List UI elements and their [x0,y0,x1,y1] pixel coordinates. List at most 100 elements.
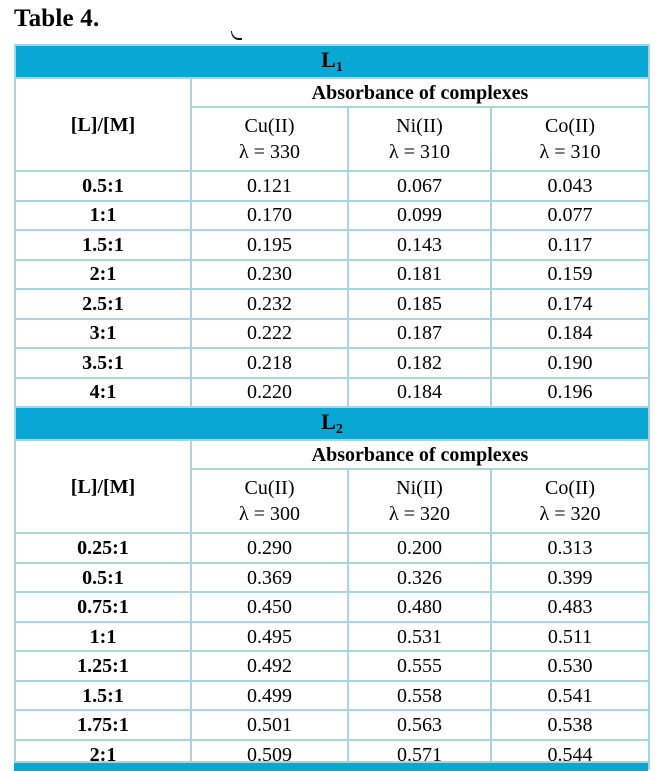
ratio-cell: 0.5:1 [14,561,192,594]
absorbance-value-cell: 0.541 [490,679,650,712]
table-row: 1.5:1 0.195 0.143 0.117 [14,229,650,261]
ratio-cell: 1.5:1 [14,229,192,261]
absorbance-value-cell: 0.222 [190,317,349,350]
wavelength-label: λ = 320 [389,503,450,526]
absorbance-value-cell: 0.170 [190,199,349,232]
absorbance-value-cell: 0.174 [490,288,650,320]
absorbance-table-body: L1 [L]/[M] Absorbance of complexes Cu(II) λ … [14,43,650,771]
group-header-cell: Absorbance of complexes [190,439,650,471]
metal-name: Co(II) [545,477,595,500]
absorbance-value-cell: 0.483 [490,591,650,623]
table-row: 0.75:1 0.450 0.480 0.483 [14,591,650,623]
table-caption: Table 4. [14,5,100,32]
ligand-subscript: 1 [335,60,343,75]
absorbance-value-cell: 0.563 [347,709,492,741]
ligand-subscript: 2 [335,422,343,438]
absorbance-value-cell: 0.369 [190,561,349,594]
absorbance-value-cell: 0.399 [490,561,650,594]
absorbance-value-cell: 0.143 [347,229,492,261]
absorbance-value-cell: 0.538 [490,709,650,741]
cutoff-text-artifact [231,31,242,40]
section-band-row: L2 [14,406,650,442]
section-band-cell: L2 [14,406,650,442]
absorbance-value-cell: 0.220 [190,376,349,409]
absorbance-value-cell: 0.159 [490,258,650,291]
absorbance-value-cell: 0.558 [347,679,492,712]
metal-name: Cu(II) [244,477,295,500]
ratio-cell: 0.75:1 [14,591,192,623]
table-row: 3:1 0.222 0.187 0.184 [14,317,650,350]
metal-name: Cu(II) [244,115,295,138]
absorbance-value-cell: 0.530 [490,650,650,682]
ratio-cell: 2.5:1 [14,288,192,320]
absorbance-value-cell: 0.555 [347,650,492,682]
absorbance-value-cell: 0.230 [190,258,349,291]
absorbance-value-cell: 0.185 [347,288,492,320]
absorbance-value-cell: 0.181 [347,258,492,291]
metal-name: Co(II) [545,115,595,138]
metal-header-cell: Ni(II) λ = 320 [347,468,492,535]
wavelength-label: λ = 320 [539,503,601,526]
ligand-label: L [321,409,336,435]
section-band-cell: L1 [14,43,650,80]
wavelength-label: λ = 310 [389,141,450,164]
group-header-cell: Absorbance of complexes [190,77,650,109]
wavelength-label: λ = 300 [239,503,300,526]
ratio-cell: 1.5:1 [14,679,192,712]
ratio-cell: 0.25:1 [14,532,192,564]
absorbance-value-cell: 0.184 [347,376,492,409]
ratio-cell: 1:1 [14,620,192,653]
next-section-band-partial [14,761,648,771]
absorbance-value-cell: 0.067 [347,170,492,202]
absorbance-value-cell: 0.117 [490,229,650,261]
section-band-row: L1 [14,43,650,80]
absorbance-value-cell: 0.313 [490,532,650,564]
absorbance-value-cell: 0.499 [190,679,349,712]
absorbance-value-cell: 0.182 [347,347,492,379]
table-row: 4:1 0.220 0.184 0.196 [14,376,650,409]
absorbance-value-cell: 0.511 [490,620,650,653]
ratio-cell: 3:1 [14,317,192,350]
metal-name: Ni(II) [396,115,443,138]
table-row: 0.5:1 0.369 0.326 0.399 [14,561,650,594]
absorbance-value-cell: 0.184 [490,317,650,350]
absorbance-value-cell: 0.492 [190,650,349,682]
ligand-label: L [321,47,336,72]
metal-header-cell: Co(II) λ = 310 [490,106,650,173]
absorbance-value-cell: 0.326 [347,561,492,594]
absorbance-value-cell: 0.077 [490,199,650,232]
absorbance-value-cell: 0.501 [190,709,349,741]
ratio-cell: 4:1 [14,376,192,409]
absorbance-value-cell: 0.480 [347,591,492,623]
table-row: 0.25:1 0.290 0.200 0.313 [14,532,650,564]
ratio-header-cell: [L]/[M] [14,439,192,535]
table-row: 1.25:1 0.492 0.555 0.530 [14,650,650,682]
group-header-row: [L]/[M] Absorbance of complexes [14,439,650,535]
absorbance-value-cell: 0.099 [347,199,492,232]
absorbance-value-cell: 0.043 [490,170,650,202]
ratio-cell: 1:1 [14,199,192,232]
metal-header-cell: Cu(II) λ = 300 [190,468,349,535]
ratio-cell: 3.5:1 [14,347,192,379]
wavelength-label: λ = 310 [539,141,601,164]
absorbance-value-cell: 0.531 [347,620,492,653]
metal-header-cell: Ni(II) λ = 310 [347,106,492,173]
metal-header-row: Cu(II) λ = 330 Ni(II) λ = 310 Co(II) λ = 310 [15,106,650,173]
absorbance-value-cell: 0.196 [490,376,650,409]
table-row: 1:1 0.170 0.099 0.077 [14,199,650,232]
absorbance-value-cell: 0.290 [190,532,349,564]
table-row: 3.5:1 0.218 0.182 0.190 [14,347,650,379]
ratio-cell: 1.75:1 [14,709,192,741]
metal-header-cell: Co(II) λ = 320 [490,468,650,535]
absorbance-value-cell: 0.450 [190,591,349,623]
absorbance-value-cell: 0.190 [490,347,650,379]
group-header-row: [L]/[M] Absorbance of complexes [14,77,650,173]
absorbance-value-cell: 0.495 [190,620,349,653]
table-row: 2:1 0.230 0.181 0.159 [14,258,650,291]
absorbance-value-cell: 0.195 [190,229,349,261]
table-row: 0.5:1 0.121 0.067 0.043 [14,170,650,202]
absorbance-table: L1 [L]/[M] Absorbance of complexes Cu(II) λ … [14,43,650,771]
absorbance-value-cell: 0.187 [347,317,492,350]
ratio-cell: 0.5:1 [14,170,192,202]
metal-name: Ni(II) [396,477,443,500]
